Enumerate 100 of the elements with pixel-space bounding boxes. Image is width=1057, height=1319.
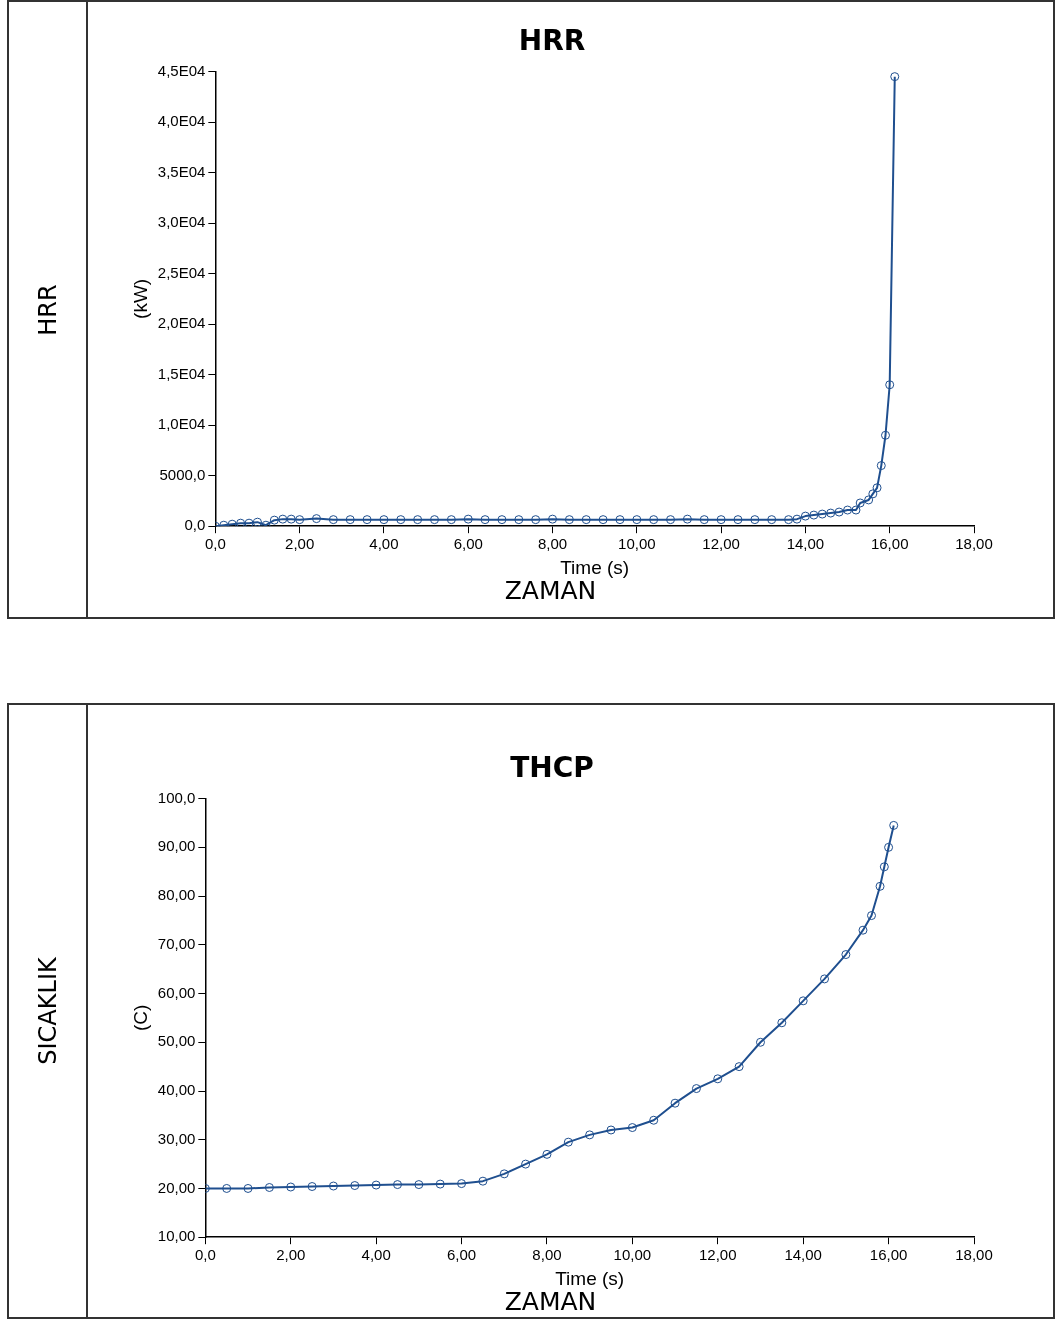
y-tick-label: 1,5E04 <box>157 364 206 382</box>
point <box>820 974 830 984</box>
y-axis-title: (kW) <box>129 278 151 319</box>
x-axis-title: Time (s) <box>555 1267 625 1289</box>
point <box>800 511 810 521</box>
point <box>784 515 794 525</box>
x-tick-label: 10,00 <box>613 1246 652 1264</box>
point <box>278 514 288 524</box>
point <box>851 505 861 515</box>
point <box>393 1180 402 1190</box>
point <box>457 1179 467 1189</box>
point <box>755 1037 765 1047</box>
x-tick-label: 4,00 <box>361 1246 391 1264</box>
chart-title: THCP <box>510 751 594 785</box>
point <box>841 950 851 960</box>
point <box>867 911 877 921</box>
point <box>514 515 524 525</box>
point <box>379 515 389 525</box>
point <box>889 820 899 830</box>
point <box>564 515 574 525</box>
point <box>236 518 246 527</box>
point <box>531 515 541 525</box>
point <box>362 515 372 525</box>
point <box>430 515 440 525</box>
point <box>713 1074 723 1084</box>
text: ZAMAN <box>504 576 597 605</box>
y-tick-label: 2,0E04 <box>157 314 206 332</box>
point <box>890 72 900 82</box>
point <box>435 1179 445 1189</box>
x-tick-label: 6,00 <box>453 535 483 553</box>
y-tick-label: 100,0 <box>157 788 196 806</box>
point <box>649 1115 659 1125</box>
y-tick-label: 80,00 <box>157 886 196 904</box>
point <box>219 520 229 527</box>
point <box>446 515 456 525</box>
chart-title: HRR <box>518 24 586 58</box>
point <box>733 515 743 525</box>
point <box>269 515 279 525</box>
point <box>581 515 591 525</box>
point <box>227 519 237 527</box>
point <box>286 514 296 524</box>
point <box>478 1176 488 1186</box>
point <box>463 514 473 524</box>
y-tick-label: 3,5E04 <box>157 162 206 180</box>
x-tick-label: 8,00 <box>532 1246 562 1264</box>
point <box>222 1183 232 1193</box>
point <box>809 510 819 520</box>
point <box>843 505 853 515</box>
point <box>286 1182 296 1192</box>
x-tick-label: 2,00 <box>285 535 315 553</box>
y-axis-title: (C) <box>129 1004 151 1032</box>
y-tick-label: 1,0E04 <box>157 415 206 433</box>
point <box>261 520 271 527</box>
point <box>542 1149 552 1159</box>
point <box>817 509 827 519</box>
point <box>649 515 659 525</box>
point <box>312 514 321 524</box>
point <box>328 515 338 525</box>
y-tick-label: 50,00 <box>157 1032 196 1050</box>
point <box>345 515 355 525</box>
point <box>563 1137 573 1147</box>
point <box>521 1159 531 1169</box>
x-tick-label: 12,00 <box>699 1246 737 1264</box>
point <box>627 1123 637 1133</box>
point <box>682 514 692 524</box>
x-axis-title: Time (s) <box>560 556 630 578</box>
point <box>615 515 625 525</box>
x-tick-label: 4,00 <box>369 535 399 553</box>
point <box>307 1182 317 1192</box>
x-tick-label: 16,00 <box>869 1246 908 1264</box>
x-tick-label: 16,00 <box>870 535 909 553</box>
text: SICAKLIK <box>33 957 62 1065</box>
point <box>792 514 802 524</box>
point <box>350 1181 360 1191</box>
point <box>868 489 878 499</box>
y-tick-label: 20,00 <box>157 1178 196 1196</box>
point <box>767 515 777 525</box>
x-tick-label: 18,00 <box>955 535 993 553</box>
point <box>879 862 889 872</box>
point <box>699 515 709 525</box>
x-tick-label: 2,00 <box>276 1246 306 1264</box>
point <box>670 1098 680 1108</box>
x-tick-label: 8,00 <box>537 535 568 553</box>
point <box>499 1169 509 1179</box>
point <box>880 430 890 440</box>
point <box>598 515 608 525</box>
point <box>884 842 894 852</box>
y-tick-label: 2,5E04 <box>157 263 206 281</box>
x-tick-label: 0,0 <box>204 535 226 553</box>
x-tick-label: 18,00 <box>955 1246 993 1264</box>
point <box>606 1125 616 1135</box>
y-tick-label: 4,5E04 <box>157 61 206 79</box>
point <box>243 1183 253 1193</box>
point <box>666 515 676 525</box>
point <box>548 514 558 524</box>
point <box>858 925 868 935</box>
point <box>295 515 305 525</box>
x-tick-label: 10,00 <box>618 535 656 553</box>
point <box>834 507 844 517</box>
y-tick-label: 10,00 <box>157 1227 196 1245</box>
